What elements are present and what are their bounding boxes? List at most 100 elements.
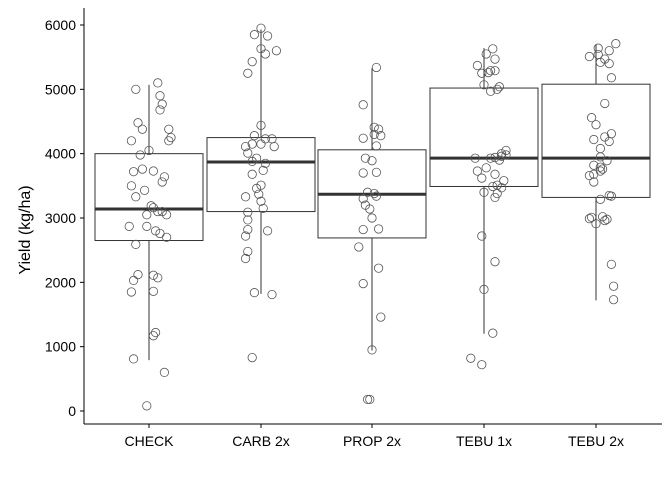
data-point (358, 194, 368, 204)
data-point (243, 246, 253, 257)
y-tick-label: 4000 (45, 146, 76, 162)
data-point (371, 141, 381, 151)
data-point (157, 177, 167, 187)
data-point (481, 49, 491, 59)
data-point (247, 169, 257, 179)
data-point (256, 23, 266, 33)
data-point (586, 212, 597, 222)
box-iqr (541, 83, 651, 198)
data-point (142, 401, 152, 411)
data-point (470, 153, 480, 163)
data-point (494, 155, 504, 165)
data-point (485, 86, 496, 96)
data-point (488, 44, 498, 54)
data-point (367, 213, 377, 223)
data-point (365, 394, 375, 405)
data-point (604, 46, 614, 56)
data-point (247, 353, 257, 363)
data-point (254, 189, 264, 199)
data-point (490, 192, 500, 203)
data-point (262, 226, 273, 236)
y-tick-label: 6000 (45, 17, 76, 33)
data-point (362, 187, 373, 197)
data-point (485, 153, 496, 163)
data-point (589, 134, 599, 145)
y-tick-label: 0 (68, 403, 76, 419)
data-point (241, 192, 251, 202)
data-point (153, 206, 163, 217)
data-point (591, 219, 601, 229)
y-ticks: 0 1000 2000 3000 4000 5000 6000 (45, 17, 84, 419)
data-point (249, 131, 259, 141)
data-point (157, 99, 167, 109)
data-point (243, 207, 253, 217)
data-point (584, 170, 595, 181)
box-group (429, 48, 539, 334)
data-point (376, 131, 386, 141)
data-point (151, 327, 161, 338)
data-point (162, 210, 172, 220)
data-point (142, 221, 152, 231)
data-point (131, 84, 141, 94)
data-point (243, 148, 253, 158)
data-point (243, 68, 253, 78)
data-point (490, 169, 500, 179)
data-point (162, 232, 172, 242)
data-point (144, 145, 154, 156)
x-tick-label: PROP 2x (343, 433, 401, 449)
data-point (358, 224, 368, 235)
data-point (256, 196, 266, 206)
data-point (133, 118, 143, 128)
data-point (153, 273, 163, 283)
data-point (595, 162, 606, 172)
y-tick-label: 2000 (45, 274, 76, 290)
data-point (360, 153, 370, 163)
data-point (249, 30, 259, 40)
data-point (256, 120, 266, 130)
data-point (247, 156, 257, 166)
data-point (256, 139, 266, 149)
y-tick-label: 3000 (45, 210, 76, 226)
box-iqr (429, 87, 539, 187)
data-point (371, 62, 381, 73)
data-point (376, 312, 386, 322)
data-point (131, 239, 141, 249)
data-point (358, 100, 368, 110)
data-point (358, 168, 368, 178)
data-point (611, 39, 621, 49)
data-point (481, 163, 491, 173)
data-point (477, 231, 487, 241)
data-point (354, 242, 364, 252)
data-point (584, 51, 595, 62)
data-point (589, 169, 599, 179)
box-iqr (94, 153, 204, 242)
data-point (367, 156, 377, 166)
data-point (358, 279, 368, 289)
y-tick-label: 5000 (45, 81, 76, 97)
y-tick-label: 1000 (45, 339, 76, 355)
y-axis-title: Yield (kg/ha) (17, 185, 34, 274)
data-point (606, 259, 617, 269)
data-point (129, 354, 139, 364)
data-point (148, 270, 158, 280)
data-point (243, 224, 253, 235)
data-point (243, 215, 253, 225)
data-point (606, 191, 617, 201)
data-point (267, 289, 277, 300)
data-point (247, 57, 257, 67)
data-point (608, 281, 619, 291)
data-point (501, 150, 511, 160)
data-point (490, 54, 500, 64)
data-point (466, 353, 476, 363)
data-point (490, 257, 500, 267)
data-point (604, 58, 614, 69)
data-point (262, 31, 273, 41)
data-point (133, 270, 143, 280)
data-point (137, 164, 147, 174)
data-point (129, 167, 139, 177)
data-point (488, 181, 498, 192)
box-group (317, 68, 427, 351)
data-point (490, 152, 500, 163)
data-point (488, 328, 498, 338)
data-point (591, 120, 601, 130)
